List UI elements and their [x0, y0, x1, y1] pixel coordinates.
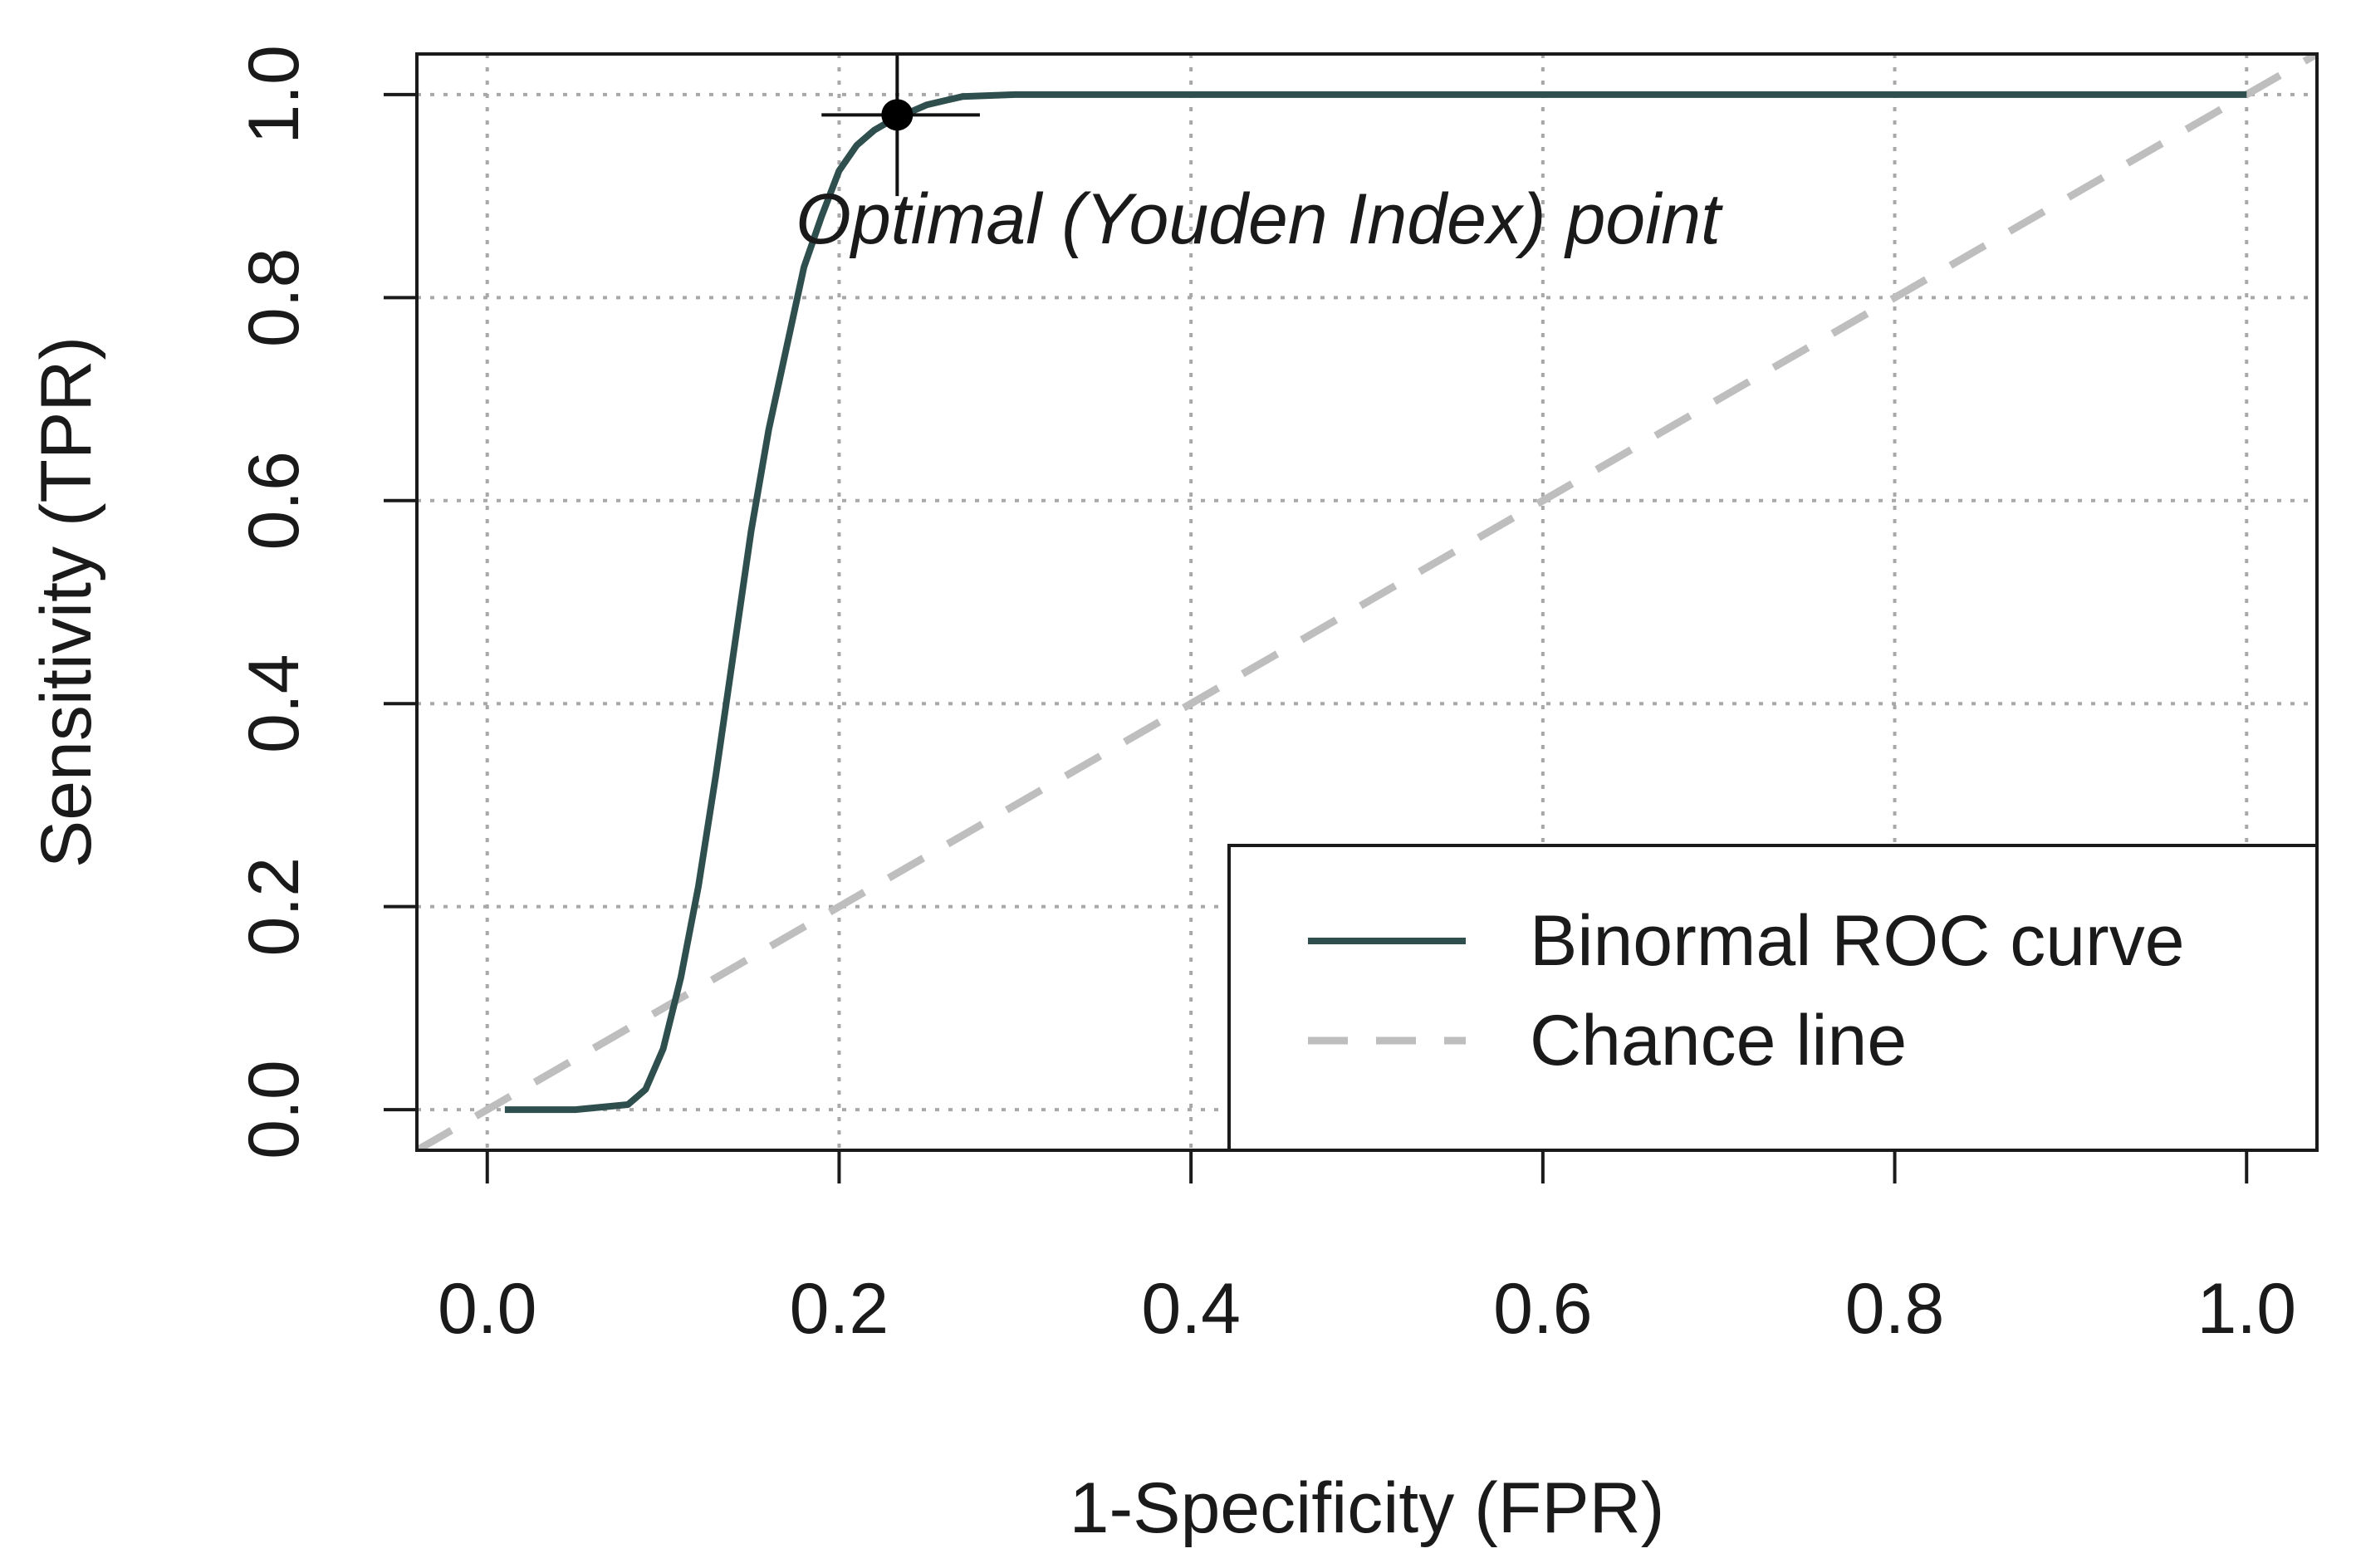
y-tick-label-0: 0.0: [234, 1060, 314, 1159]
series-layer: [417, 54, 2317, 1150]
y-tick-label-3: 0.6: [234, 451, 314, 551]
x-tick-label-5: 1.0: [2197, 1269, 2296, 1349]
axis-ticks: 0.0 0.2 0.4 0.6 0.8 1.0 0.0 0.2 0.4 0.6 0.8 1.0: [234, 45, 2296, 1349]
y-tick-label-4: 0.8: [234, 248, 314, 348]
x-tick-label-0: 0.0: [438, 1269, 537, 1349]
y-tick-label-2: 0.4: [234, 654, 314, 753]
legend: Binormal ROC curve Chance line: [1227, 844, 2319, 1152]
y-tick-label-5: 1.0: [234, 45, 314, 145]
optimal-point-annotation: Optimal (Youden Index) point: [796, 179, 1723, 259]
x-tick-label-1: 0.2: [790, 1269, 889, 1349]
y-tick-label-1: 0.2: [234, 857, 314, 957]
legend-box: [1227, 844, 2319, 1152]
x-axis-label: 1-Specificity (FPR): [1070, 1468, 1665, 1548]
series-line-1: [417, 54, 2317, 1150]
y-axis-label: Sensitivity (TPR): [27, 336, 106, 868]
x-tick-label-2: 0.4: [1141, 1269, 1241, 1349]
optimal-point-marker: [821, 54, 980, 197]
x-tick-label-4: 0.8: [1845, 1269, 1945, 1349]
legend-label-roc-curve: Binormal ROC curve: [1530, 901, 2185, 981]
x-tick-label-3: 0.6: [1493, 1269, 1593, 1349]
series-line-0: [504, 91, 2247, 1114]
legend-label-chance-line: Chance line: [1530, 1001, 1907, 1080]
optimal-point-dot: [881, 99, 914, 131]
